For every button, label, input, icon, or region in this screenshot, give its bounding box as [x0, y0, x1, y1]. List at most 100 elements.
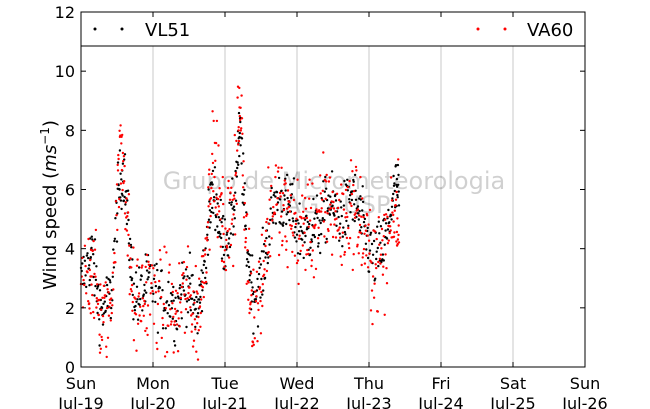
data-point-va60 [372, 296, 376, 299]
data-point-va60 [337, 228, 340, 231]
data-point-va60 [243, 228, 246, 231]
data-point-va60 [130, 283, 134, 287]
data-point-va60 [141, 297, 144, 300]
data-point-vl51 [341, 235, 344, 238]
data-point-va60 [207, 173, 211, 176]
data-point-va60 [185, 265, 189, 269]
data-point-vl51 [171, 293, 174, 297]
data-point-vl51 [396, 196, 399, 199]
data-point-va60 [146, 304, 150, 307]
data-point-vl51 [125, 222, 129, 226]
data-point-vl51 [198, 301, 202, 304]
data-point-va60 [272, 205, 275, 209]
data-point-vl51 [175, 328, 179, 331]
data-point-vl51 [91, 238, 94, 241]
data-point-vl51 [260, 277, 263, 281]
data-point-va60 [91, 249, 94, 253]
data-point-vl51 [275, 191, 279, 194]
data-point-va60 [296, 178, 299, 181]
data-point-va60 [298, 234, 301, 237]
data-point-va60 [122, 155, 126, 158]
data-point-va60 [92, 239, 95, 243]
data-point-va60 [306, 248, 309, 252]
data-point-va60 [354, 165, 358, 169]
data-point-va60 [106, 336, 110, 339]
data-point-vl51 [239, 120, 242, 124]
legend-marker-vl51 [120, 27, 124, 31]
data-point-va60 [176, 350, 180, 353]
data-point-va60 [339, 236, 342, 239]
data-point-vl51 [218, 230, 221, 234]
data-point-vl51 [201, 289, 204, 292]
data-point-vl51 [353, 219, 356, 223]
data-point-vl51 [251, 254, 254, 257]
data-point-vl51 [360, 226, 363, 229]
data-point-va60 [395, 190, 398, 194]
data-point-vl51 [365, 248, 368, 251]
data-point-va60 [284, 182, 287, 185]
data-point-vl51 [251, 286, 254, 289]
data-point-vl51 [111, 299, 114, 302]
data-point-va60 [222, 260, 226, 264]
data-point-va60 [180, 285, 183, 289]
data-point-va60 [328, 176, 332, 179]
data-point-va60 [165, 251, 168, 254]
data-point-vl51 [114, 217, 117, 220]
data-point-vl51 [312, 197, 315, 201]
data-point-va60 [237, 139, 241, 143]
data-point-va60 [359, 175, 362, 179]
x-tick-label-day: Wed [280, 374, 315, 393]
data-point-va60 [309, 240, 312, 244]
data-point-va60 [336, 206, 340, 210]
data-point-va60 [270, 184, 273, 188]
data-point-vl51 [378, 259, 382, 262]
data-point-va60 [258, 286, 262, 289]
data-point-vl51 [239, 144, 242, 147]
y-tick-label: 6 [65, 181, 75, 200]
data-point-vl51 [384, 229, 387, 232]
data-point-vl51 [381, 253, 385, 256]
data-point-va60 [350, 204, 353, 208]
data-point-vl51 [366, 256, 370, 260]
data-point-va60 [351, 170, 354, 173]
data-point-vl51 [272, 221, 275, 224]
data-point-vl51 [245, 264, 248, 267]
data-point-vl51 [320, 232, 323, 236]
data-point-vl51 [379, 241, 382, 244]
data-point-va60 [295, 217, 298, 220]
legend-marker-va60 [503, 27, 507, 31]
data-point-va60 [89, 312, 93, 315]
data-point-va60 [184, 297, 187, 301]
data-point-va60 [184, 308, 188, 311]
data-point-va60 [193, 318, 197, 321]
data-point-vl51 [96, 287, 99, 290]
data-point-vl51 [226, 254, 230, 257]
data-point-va60 [334, 236, 338, 239]
data-point-vl51 [379, 225, 383, 228]
data-point-va60 [100, 308, 103, 311]
data-point-vl51 [237, 163, 240, 166]
data-point-va60 [198, 305, 202, 308]
data-point-vl51 [183, 275, 186, 278]
data-point-va60 [130, 266, 133, 269]
x-tick-label-date: Jul-26 [561, 394, 607, 409]
data-point-vl51 [98, 289, 102, 292]
x-tick-label-date: Jul-25 [489, 394, 535, 409]
data-point-va60 [349, 202, 352, 205]
data-point-vl51 [209, 221, 212, 224]
data-point-va60 [297, 282, 300, 286]
data-point-vl51 [289, 183, 292, 186]
data-point-va60 [282, 208, 286, 212]
data-point-va60 [393, 209, 396, 212]
data-point-va60 [353, 216, 357, 219]
data-point-va60 [88, 307, 91, 310]
data-point-va60 [240, 117, 244, 120]
data-point-va60 [229, 191, 232, 194]
data-point-va60 [260, 233, 264, 236]
data-point-va60 [370, 261, 373, 264]
data-point-vl51 [272, 193, 275, 197]
data-point-va60 [104, 294, 107, 297]
data-point-va60 [218, 187, 221, 190]
data-point-va60 [332, 200, 335, 204]
data-point-vl51 [321, 217, 324, 220]
